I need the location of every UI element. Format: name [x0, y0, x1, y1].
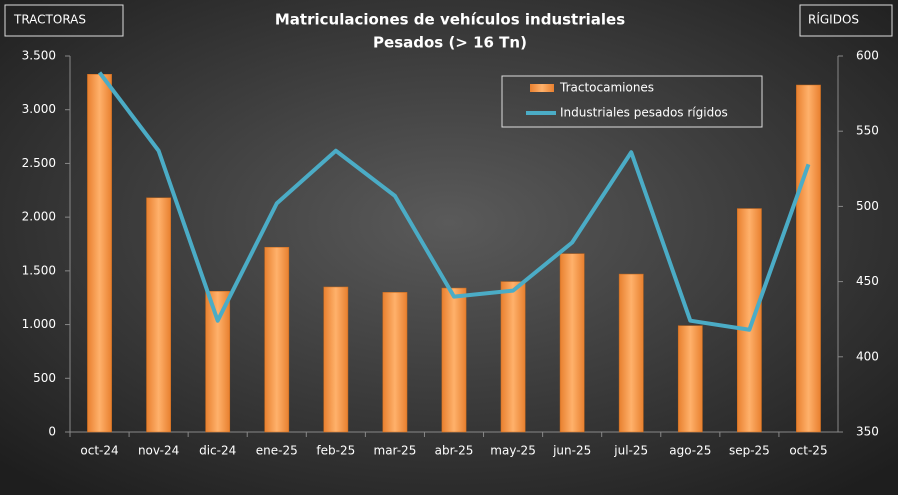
y2-tick-label: 400 [856, 349, 879, 363]
bar [737, 208, 762, 433]
y2-tick-label: 500 [856, 199, 879, 213]
y-tick-label: 0 [48, 425, 56, 439]
legend-box [501, 75, 763, 128]
bar [796, 84, 821, 433]
y-tick-label: 2.000 [22, 210, 56, 224]
bar [87, 74, 112, 433]
x-tick-label: dic-24 [199, 444, 236, 458]
bar [559, 253, 585, 433]
y-tick-label: 3.500 [22, 49, 56, 63]
y2-label-box [799, 4, 893, 37]
y2-tick-label: 550 [856, 124, 879, 138]
x-tick-label: abr-25 [435, 444, 474, 458]
bar [441, 287, 467, 433]
bar [146, 197, 171, 433]
bar [205, 291, 231, 433]
y-tick-label: 3.000 [22, 102, 56, 116]
x-tick-label: jun-25 [552, 444, 591, 458]
x-tick-label: nov-24 [138, 444, 179, 458]
legend-label: Industriales pesados rígidos [560, 106, 728, 120]
chart-subtitle: Pesados (> 16 Tn) [373, 34, 527, 52]
x-tick-label: jul-25 [613, 444, 648, 458]
bar [500, 281, 526, 433]
bar [323, 286, 349, 433]
legend-label: Tractocamiones [559, 81, 654, 95]
bar [618, 273, 644, 433]
bar [382, 292, 408, 433]
x-tick-label: oct-25 [789, 444, 827, 458]
x-tick-label: ene-25 [256, 444, 298, 458]
y-tick-label: 2.500 [22, 156, 56, 170]
y2-tick-label: 350 [856, 425, 879, 439]
y-label-box [4, 4, 124, 37]
x-tick-label: may-25 [490, 444, 536, 458]
x-tick-label: feb-25 [316, 444, 355, 458]
y2-tick-label: 600 [856, 49, 879, 63]
legend-swatch [530, 84, 554, 92]
chart-title: Matriculaciones de vehículos industriale… [275, 11, 625, 29]
x-tick-label: mar-25 [374, 444, 417, 458]
x-tick-label: oct-24 [80, 444, 118, 458]
x-tick-label: sep-25 [729, 444, 770, 458]
y2-tick-label: 450 [856, 274, 879, 288]
bar [677, 325, 703, 433]
bar [264, 246, 290, 433]
y-tick-label: 1.500 [22, 263, 56, 277]
y-tick-label: 1.000 [22, 317, 56, 331]
line [97, 71, 811, 332]
y-axis-label: TRACTORAS [13, 13, 86, 27]
x-tick-label: ago-25 [669, 444, 711, 458]
y2-axis-label: RÍGIDOS [808, 12, 859, 27]
y-tick-label: 500 [33, 371, 56, 385]
